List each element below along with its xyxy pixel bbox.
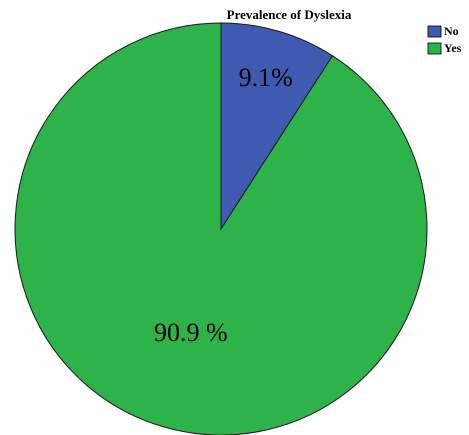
legend-swatch-no bbox=[427, 25, 442, 38]
legend-label-no: No bbox=[444, 24, 459, 38]
legend-swatch-yes bbox=[427, 42, 442, 55]
legend-label-yes: Yes bbox=[444, 41, 462, 55]
pie-slices bbox=[14, 22, 428, 435]
slice-label-no: 9.1% bbox=[239, 63, 293, 92]
slice-yes bbox=[14, 22, 428, 435]
chart-title: Prevalence of Dyslexia bbox=[227, 7, 352, 22]
pie-slice-labels: 9.1% 90.9 % bbox=[154, 63, 293, 347]
slice-no bbox=[220, 22, 334, 231]
slice-label-yes: 90.9 % bbox=[154, 318, 228, 347]
legend: No Yes bbox=[427, 24, 462, 55]
